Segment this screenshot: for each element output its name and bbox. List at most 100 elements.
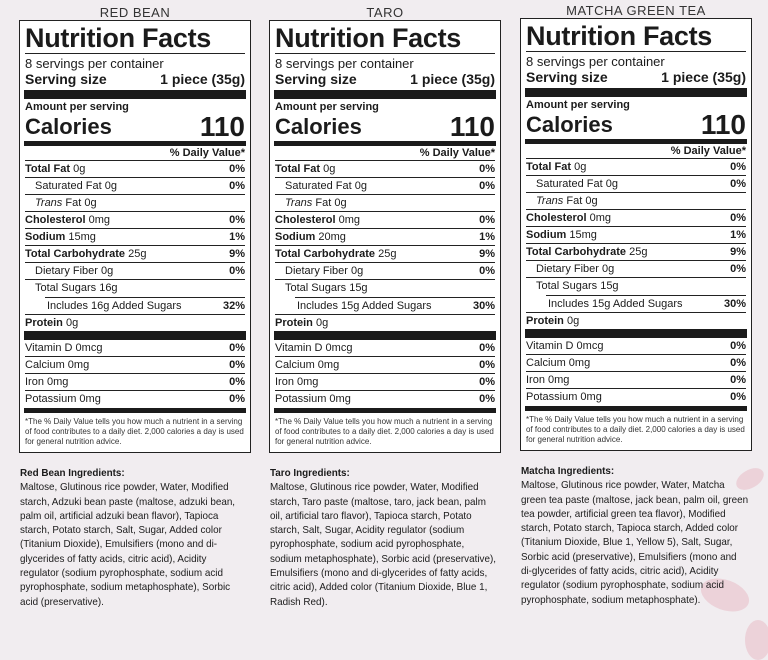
saturated-fat-label: Saturated Fat [35,180,102,192]
cholesterol-dv: 0% [479,214,495,226]
cholesterol-label: Cholesterol [25,214,86,226]
total-carbohydrate-amount: 25g [128,248,147,260]
daily-value-header: % Daily Value* [25,146,245,161]
total-fat-label: Total Fat [275,163,321,175]
thick-divider [525,88,747,97]
added-sugars-text: Includes 15g Added Sugars [548,298,683,310]
total-carbohydrate-row: Total Carbohydrate 25g 9% [25,246,245,263]
servings-per-container: 8 servings per container [25,56,164,71]
total-fat-label: Total Fat [25,163,71,175]
cholesterol-row: Cholesterol 0mg 0% [25,212,245,229]
trans-fat-amount: Fat 0g [566,195,598,207]
dietary-fiber-row: Dietary Fiber 0g 0% [25,263,245,280]
cholesterol-dv: 0% [229,214,245,226]
added-sugars-dv: 30% [723,298,746,310]
total-sugars-text: Total Sugars 15g [536,280,619,292]
dietary-fiber-amount: 0g [602,263,615,275]
vitamin-d-row: Vitamin D 0mcg 0% [25,340,245,357]
flavor-title: TARO [366,5,404,20]
flavor-title: RED BEAN [99,5,171,20]
potassium-text: Potassium 0mg [526,391,602,403]
medium-divider [525,406,747,411]
servings-per-container: 8 servings per container [526,54,665,69]
nutrition-facts-panel: Nutrition Facts 8 servings per container… [19,20,251,453]
vitamin-d-row: Vitamin D 0mcg 0% [526,338,746,355]
thick-divider [24,331,246,340]
dietary-fiber-row: Dietary Fiber 0g 0% [526,261,746,278]
potassium-row: Potassium 0mg 0% [25,391,245,408]
nutrition-facts-panel: Nutrition Facts 8 servings per container… [520,18,752,451]
iron-text: Iron 0mg [526,374,570,386]
ingredients-text: Maltose, Glutinous rice powder, Water, M… [269,482,497,608]
saturated-fat-row: Saturated Fat 0g 0% [25,178,245,195]
vitamin-d-row: Vitamin D 0mcg 0% [275,340,495,357]
calories-label: Calories [526,112,613,137]
serving-size-row: Serving size 1 piece (35g) [526,69,746,87]
potassium-row: Potassium 0mg 0% [526,389,746,406]
added-sugars-dv: 30% [472,300,495,312]
protein-amount: 0g [65,317,79,329]
potassium-dv: 0% [730,391,746,403]
total-carbohydrate-dv: 9% [479,248,495,260]
total-fat-amount: 0g [323,163,336,175]
cholesterol-amount: 0mg [88,214,110,226]
iron-text: Iron 0mg [25,376,69,388]
amount-per-serving: Amount per serving [25,101,129,113]
dietary-fiber-dv: 0% [229,265,245,277]
protein-row: Protein 0g [526,312,746,329]
total-carbohydrate-row: Total Carbohydrate 25g 9% [526,244,746,261]
thick-divider [525,329,747,338]
label-column-matcha: MATCHA GREEN TEA Nutrition Facts 8 servi… [520,0,752,608]
dietary-fiber-label: Dietary Fiber [35,265,98,277]
iron-text: Iron 0mg [275,376,319,388]
calcium-row: Calcium 0mg 0% [275,357,495,374]
calories-row: Calories 110 [275,113,495,141]
total-fat-amount: 0g [73,163,86,175]
potassium-text: Potassium 0mg [25,393,101,405]
calories-value: 110 [199,111,245,142]
calories-row: Calories 110 [526,111,746,139]
daily-value-footnote: *The % Daily Value tells you how much a … [25,417,244,446]
ingredients-heading: Taro Ingredients: [269,468,350,479]
thick-divider [274,90,496,99]
cholesterol-amount: 0mg [589,212,611,224]
sodium-row: Sodium 20mg 1% [275,229,495,246]
sodium-label: Sodium [526,229,567,241]
added-sugars-row: Includes 15g Added Sugars 30% [546,295,746,312]
ingredients-heading: Red Bean Ingredients: [19,468,125,479]
ingredients-block: Matcha Ingredients: Maltose, Glutinous ri… [520,465,749,608]
vitamin-d-dv: 0% [730,340,746,352]
cholesterol-dv: 0% [730,212,746,224]
calories-label: Calories [25,114,112,139]
total-carbohydrate-amount: 25g [629,246,648,258]
protein-amount: 0g [315,317,329,329]
dietary-fiber-dv: 0% [479,265,495,277]
sodium-dv: 1% [229,231,245,243]
medium-divider [274,408,496,413]
total-carbohydrate-label: Total Carbohydrate [275,248,376,260]
iron-dv: 0% [229,376,245,388]
cholesterol-label: Cholesterol [275,214,336,226]
dietary-fiber-row: Dietary Fiber 0g 0% [275,263,495,280]
potassium-dv: 0% [479,393,495,405]
vitamin-d-text: Vitamin D 0mcg [526,340,604,352]
cholesterol-amount: 0mg [338,214,360,226]
saturated-fat-label: Saturated Fat [285,180,352,192]
dietary-fiber-label: Dietary Fiber [536,263,599,275]
ingredients-block: Red Bean Ingredients: Maltose, Glutinous … [19,467,248,610]
protein-label: Protein [275,317,313,329]
calcium-dv: 0% [730,357,746,369]
vitamin-d-text: Vitamin D 0mcg [25,342,103,354]
protein-amount: 0g [566,315,580,327]
sodium-row: Sodium 15mg 1% [526,227,746,244]
calcium-row: Calcium 0mg 0% [25,357,245,374]
saturated-fat-label: Saturated Fat [536,178,603,190]
total-fat-row: Total Fat 0g 0% [275,161,495,178]
nutrition-facts-title: Nutrition Facts [526,22,746,52]
sodium-amount: 15mg [68,231,96,243]
daily-value-footnote: *The % Daily Value tells you how much a … [526,415,745,444]
cholesterol-row: Cholesterol 0mg 0% [526,210,746,227]
iron-dv: 0% [479,376,495,388]
serving-size-label: Serving size [275,71,357,87]
thick-divider [274,331,496,340]
